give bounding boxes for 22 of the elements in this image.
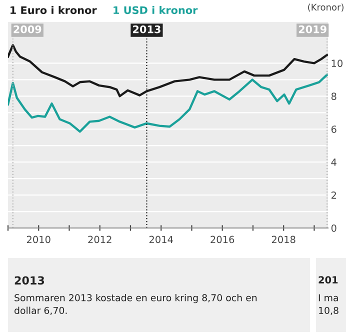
x-tick-label: 2010 [26,236,50,244]
text: 1 USD i kronor [114,6,198,14]
text: Sommaren 2013 kostade en euro kring 8,70 och en dollar 6,70. [14,294,257,316]
text: 1 Euro i kronor [10,6,97,14]
text: 2013 [14,276,44,285]
x-tick-label: 2012 [88,236,112,244]
x-tick-label: 2018 [272,236,296,244]
annotation: 2019 [298,25,326,34]
annotation: 2013 [133,25,160,34]
y-tick-label: 0 [331,224,336,232]
y-tick-label: 2 [331,192,336,199]
annotation: 2009 [14,25,42,34]
line-series [8,74,328,133]
x-tick-label: 2016 [210,236,234,244]
y-tick-label: 10 [332,60,343,68]
y-axis-title: (Kronor) [308,4,344,12]
y-tick-label: 8 [331,92,336,100]
y-tick-label: 4 [331,158,336,166]
text: I ma 10,8 [318,294,338,316]
x-tick-label: 2014 [149,236,173,244]
y-tick-label: 6 [331,126,336,133]
text: 201 [318,276,338,284]
